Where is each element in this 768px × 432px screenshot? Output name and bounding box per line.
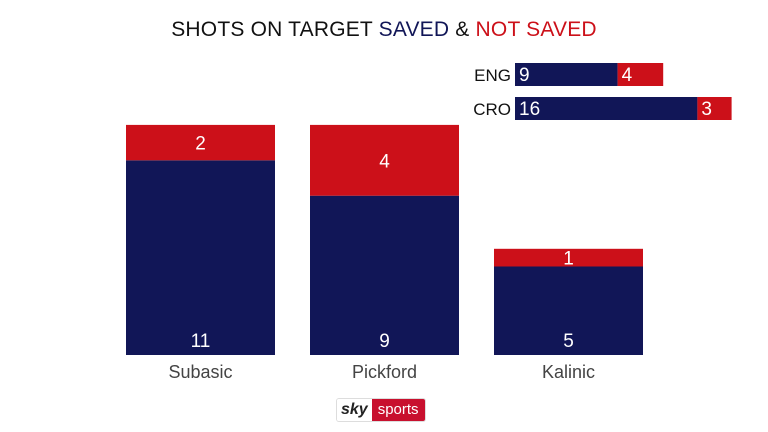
logo-sports: sports — [371, 399, 425, 421]
bar-not-saved-pickford — [310, 124, 459, 196]
hlabel-saved-cro: 16 — [519, 99, 540, 120]
category-label-subasic: Subasic — [168, 362, 232, 382]
label-not-saved-pickford: 4 — [379, 151, 390, 172]
hlabel-not-saved-eng: 4 — [622, 65, 633, 86]
hlabel-saved-eng: 9 — [519, 65, 530, 86]
title-saved: SAVED — [378, 18, 450, 41]
title-prefix: SHOTS ON TARGET — [171, 18, 379, 41]
category-label-kalinic: Kalinic — [542, 362, 595, 382]
hbar-saved-cro — [515, 97, 698, 120]
title-not-saved: NOT SAVED — [475, 18, 597, 41]
hlabel-not-saved-cro: 3 — [701, 99, 712, 120]
label-saved-pickford: 9 — [379, 331, 390, 352]
hbar-not-saved-cro — [697, 97, 732, 120]
hbar-saved-eng — [515, 63, 618, 86]
chart-title: SHOTS ON TARGET SAVED & NOT SAVED — [0, 18, 768, 42]
sky-sports-logo: sky sports — [337, 399, 425, 421]
logo-sky: sky — [337, 399, 372, 421]
bar-saved-subasic — [126, 160, 275, 355]
team-label-eng: ENG — [474, 66, 511, 85]
hbar-not-saved-eng — [617, 63, 664, 86]
label-not-saved-kalinic: 1 — [563, 249, 574, 270]
team-label-cro: CRO — [473, 100, 511, 119]
bar-not-saved-subasic — [126, 124, 275, 161]
bar-saved-kalinic — [494, 266, 643, 355]
bar-saved-pickford — [310, 195, 459, 355]
category-label-pickford: Pickford — [352, 362, 417, 382]
label-saved-subasic: 11 — [191, 331, 211, 352]
bar-not-saved-kalinic — [494, 248, 643, 267]
label-saved-kalinic: 5 — [563, 331, 574, 352]
label-not-saved-subasic: 2 — [195, 134, 206, 155]
title-amp: & — [449, 18, 476, 41]
